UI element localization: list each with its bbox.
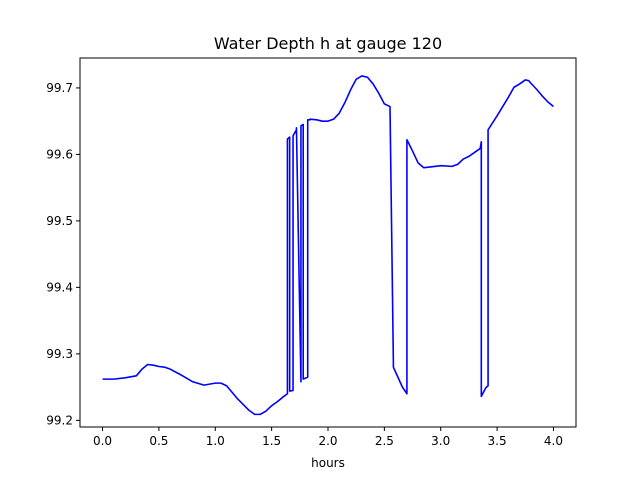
x-tick-label: 1.0 bbox=[206, 434, 225, 448]
y-tick-label: 99.4 bbox=[46, 280, 73, 294]
x-tick-label: 3.5 bbox=[488, 434, 507, 448]
x-tick-label: 2.5 bbox=[375, 434, 394, 448]
y-tick-label: 99.5 bbox=[46, 214, 73, 228]
x-axis-label: hours bbox=[311, 456, 345, 470]
x-tick-label: 4.0 bbox=[544, 434, 563, 448]
y-tick-label: 99.3 bbox=[46, 347, 73, 361]
y-tick-label: 99.6 bbox=[46, 147, 73, 161]
plot-frame bbox=[79, 57, 577, 428]
chart-title: Water Depth h at gauge 120 bbox=[214, 34, 442, 53]
plot-area bbox=[102, 75, 554, 416]
x-tick-label: 0.0 bbox=[93, 434, 112, 448]
x-tick-label: 2.0 bbox=[318, 434, 337, 448]
y-tick-label: 99.7 bbox=[46, 81, 73, 95]
x-tick-label: 1.5 bbox=[262, 434, 281, 448]
x-axis-ticks: 0.0 0.5 1.0 1.5 2.0 2.5 3.0 3.5 4.0 bbox=[93, 427, 563, 448]
x-tick-label: 0.5 bbox=[149, 434, 168, 448]
x-tick-label: 3.0 bbox=[431, 434, 450, 448]
series-line-0 bbox=[102, 75, 554, 416]
y-tick-label: 99.2 bbox=[46, 413, 73, 427]
y-axis-ticks: 99.2 99.3 99.4 99.5 99.6 99.7 bbox=[46, 81, 80, 427]
